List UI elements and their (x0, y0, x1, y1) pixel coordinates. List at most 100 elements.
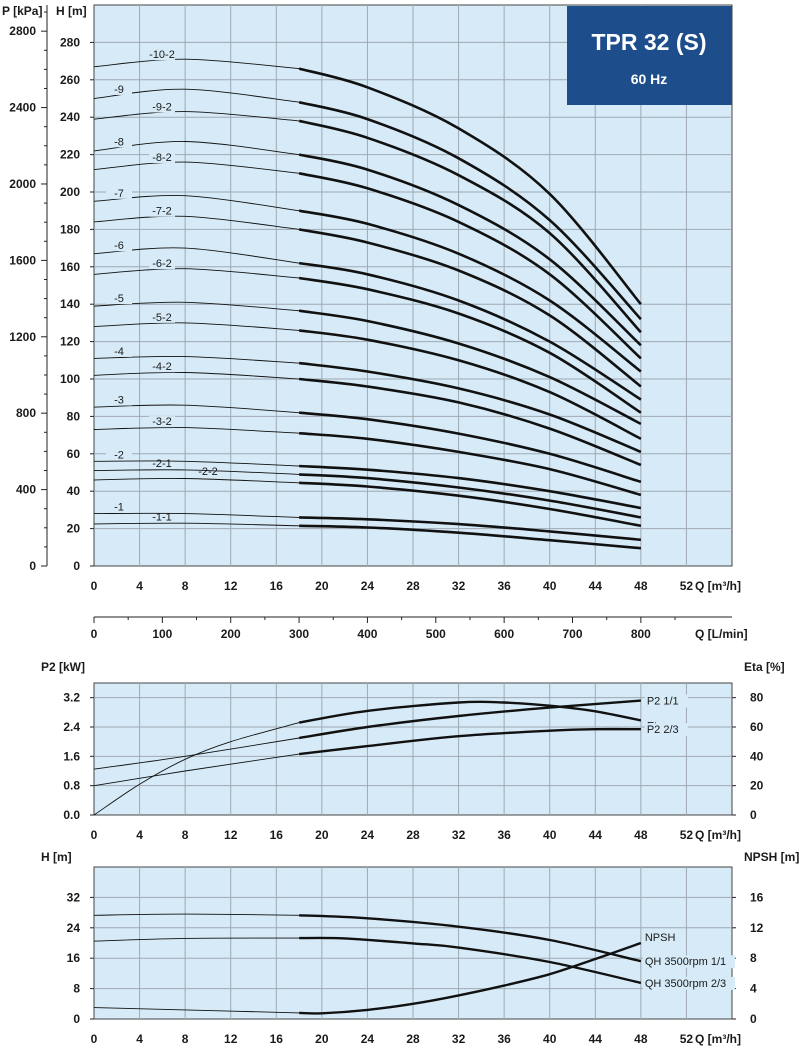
curve-thin-segment (93, 58, 300, 70)
kpa-tick-label: 1200 (9, 330, 36, 344)
eta-tick-label: 80 (750, 691, 764, 705)
head-xtick-label: 44 (589, 579, 603, 593)
curve-label: -2-1 (152, 458, 172, 470)
p2-tick-label: 0.8 (63, 779, 80, 793)
head-xtick-label: 28 (406, 579, 420, 593)
power-xtick-label: 4 (136, 828, 143, 842)
power-xtick-label: 8 (182, 828, 189, 842)
curve-bold-segment (299, 481, 642, 528)
power-xtick-label: 12 (224, 828, 238, 842)
npsh-tick-label: 16 (750, 890, 764, 904)
h-tick-label: 0 (73, 1012, 80, 1026)
power-xtick-label: 32 (452, 828, 466, 842)
p2-tick-label: 2.4 (63, 720, 80, 734)
h-tick-label: 24 (67, 921, 81, 935)
npsh-xtick-label: 48 (634, 1032, 648, 1046)
curve-label: -2 (114, 449, 124, 461)
curve-n7: -7 (93, 187, 642, 373)
curve-thin-segment (93, 111, 300, 122)
curve-bold-segment (298, 209, 642, 373)
curve-label-bg (642, 931, 673, 944)
curve-bold-segment (298, 329, 642, 440)
curve-bold-segment (298, 228, 642, 388)
npsh-axis-label: NPSH [m] (744, 850, 799, 864)
eta-axis-label: Eta [%] (744, 660, 785, 674)
kpa-axis-label: P [kPa] (2, 4, 42, 18)
head-ytick-label: 80 (67, 409, 81, 423)
curve-n7-2: -7-2 (93, 205, 642, 388)
curve-thin-segment (93, 427, 300, 434)
curve-label-bg (106, 501, 132, 513)
kpa-tick-label: 2000 (9, 177, 36, 191)
curve-label: -3-2 (152, 416, 172, 428)
lmin-tick-label: 100 (152, 627, 172, 641)
curve-label: -9 (114, 84, 124, 96)
curve-thin-segment (93, 322, 300, 331)
head-xtick-label: 52 (680, 579, 694, 593)
npsh-xtick-label: 8 (182, 1032, 189, 1046)
curve-thin-segment (93, 512, 300, 518)
curve-n4-2: -4-2 (93, 361, 642, 467)
npsh-xtick-label: 28 (406, 1032, 420, 1046)
curve-label: -3 (114, 395, 124, 407)
lmin-tick-label: 300 (289, 627, 309, 641)
curve-bold-segment (298, 361, 642, 454)
curve-label-bg (106, 240, 132, 252)
h-tick-label: 8 (73, 982, 80, 996)
npsh-tick-label: 12 (750, 921, 764, 935)
curve-thin-segment (93, 195, 300, 212)
curve-label: P2 2/3 (647, 724, 679, 736)
curve-n4: -4 (93, 345, 642, 454)
kpa-tick-label: 800 (16, 406, 36, 420)
curve-label: -10-2 (149, 49, 175, 61)
curve-thin-segment (93, 460, 300, 467)
curve-n10-2: -10-2 (93, 49, 642, 306)
power-xtick-label: 40 (543, 828, 557, 842)
head-x-axis-label: Q [m³/h] (695, 579, 741, 593)
curve-n9-2: -9-2 (93, 101, 642, 334)
curve-label: -2-2 (198, 466, 218, 478)
p2-tick-label: 0.0 (63, 808, 80, 822)
head-xtick-label: 0 (91, 579, 98, 593)
curve-bold-segment (298, 700, 642, 724)
curve-label: -4 (114, 346, 124, 358)
head-axis-label: H [m] (56, 4, 87, 18)
head-ytick-label: 20 (67, 522, 81, 536)
curve-label-bg (644, 694, 688, 708)
curve-label: -9-2 (152, 101, 172, 113)
curve-label-bg (149, 311, 175, 323)
curve-bold-segment (298, 172, 642, 360)
npsh-x-axis-label: Q [m³/h] (695, 1032, 741, 1046)
npsh-xtick-label: 0 (91, 1032, 98, 1046)
npsh-xtick-label: 12 (224, 1032, 238, 1046)
curve-thin-segment (93, 141, 300, 156)
power-x-axis-label: Q [m³/h] (695, 828, 741, 842)
lmin-tick-label: 500 (426, 627, 446, 641)
curve-thin-segment (93, 247, 300, 264)
curve-thin-segment (93, 753, 300, 787)
curve-bold-segment (298, 431, 642, 497)
kpa-tick-label: 400 (16, 483, 36, 497)
npsh-tick-label: 4 (750, 982, 757, 996)
curve-bold-segment (298, 67, 642, 306)
curve-label-bg (106, 83, 132, 95)
curve-thin-segment (93, 913, 300, 916)
curve-bold-segment (298, 727, 641, 756)
header-background (567, 6, 732, 105)
head-xtick-label: 16 (270, 579, 284, 593)
npsh-xtick-label: 52 (680, 1032, 694, 1046)
lmin-tick-label: 600 (494, 627, 514, 641)
curve-label-bg (644, 723, 688, 737)
head-ytick-label: 200 (60, 185, 80, 199)
head-xtick-label: 32 (452, 579, 466, 593)
npsh-xtick-label: 24 (361, 1032, 375, 1046)
curve-label: -1-1 (152, 511, 172, 523)
curve-label-bg (642, 955, 736, 969)
curve-thin-segment (93, 355, 300, 364)
lmin-x-axis-label: Q [L/min] (695, 627, 748, 641)
npsh-xtick-label: 40 (543, 1032, 557, 1046)
curve-n6: -6 (93, 240, 642, 401)
p2-tick-label: 1.6 (63, 749, 80, 763)
eta-tick-label: 20 (750, 779, 764, 793)
header-box: TPR 32 (S) 60 Hz (567, 6, 732, 105)
